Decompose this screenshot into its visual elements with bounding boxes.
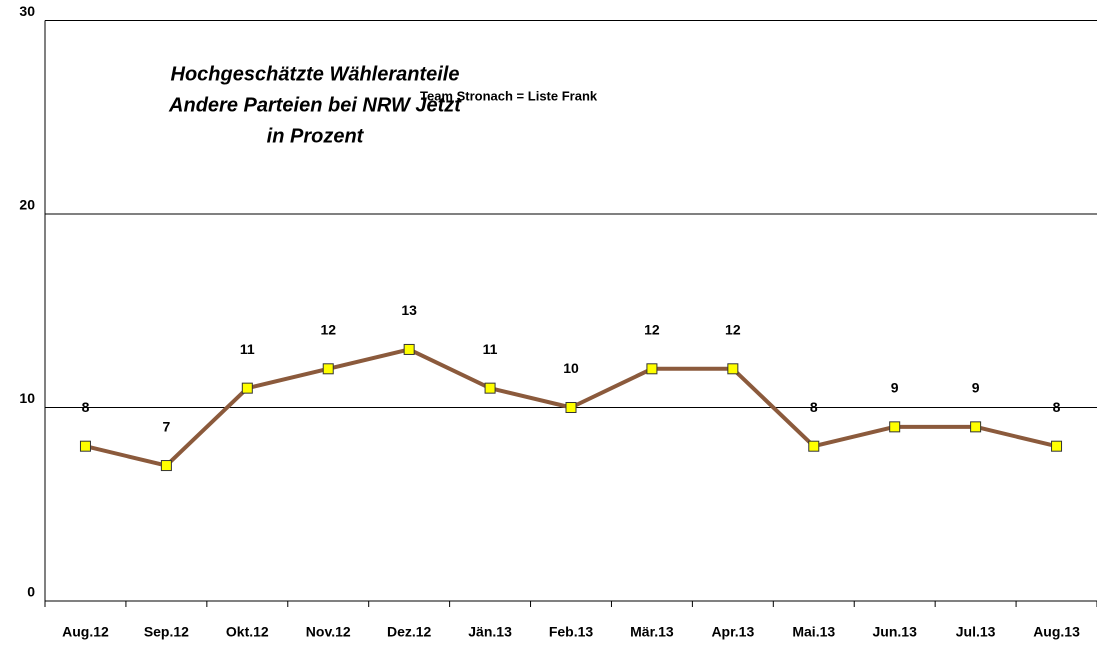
x-tick-label: Apr.13 (711, 624, 754, 640)
data-label: 12 (725, 322, 741, 338)
marker (160, 460, 172, 472)
marker (565, 402, 577, 413)
data-label: 12 (320, 322, 336, 338)
x-tick-label: Nov.12 (306, 624, 351, 640)
annotation: Team Stronach = Liste Frank (420, 88, 598, 103)
data-label: 9 (972, 380, 980, 396)
data-label: 10 (563, 360, 579, 376)
marker (808, 440, 820, 452)
y-tick-label: 0 (27, 584, 35, 600)
x-tick-label: Jul.13 (956, 624, 996, 640)
y-tick-label: 10 (19, 390, 35, 406)
marker (646, 363, 658, 375)
data-label: 11 (483, 341, 498, 357)
marker (970, 421, 982, 433)
chart-title: in Prozent (267, 125, 365, 147)
marker (889, 421, 901, 433)
data-label: 11 (240, 341, 255, 357)
x-tick-label: Jän.13 (468, 624, 512, 640)
x-tick-label: Mai.13 (792, 624, 835, 640)
y-tick-label: 30 (19, 3, 35, 19)
marker (484, 382, 496, 394)
x-tick-label: Dez.12 (387, 624, 432, 640)
y-tick-label: 20 (19, 197, 35, 213)
x-tick-label: Aug.13 (1033, 624, 1080, 640)
data-label: 9 (891, 380, 899, 396)
x-tick-label: Jun.13 (873, 624, 918, 640)
x-tick-label: Feb.13 (549, 624, 594, 640)
data-label: 13 (401, 302, 417, 318)
x-tick-label: Okt.12 (226, 624, 269, 640)
marker (79, 440, 91, 452)
x-tick-label: Sep.12 (144, 624, 189, 640)
data-label: 7 (162, 418, 170, 434)
marker (1051, 440, 1063, 452)
chart-title: Andere Parteien bei NRW Jetzt (168, 94, 462, 116)
x-tick-label: Mär.13 (630, 624, 674, 640)
data-label: 8 (810, 399, 818, 415)
marker (403, 343, 415, 355)
x-tick-label: Aug.12 (62, 624, 109, 640)
marker (322, 363, 334, 375)
data-label: 8 (1053, 399, 1061, 415)
marker (241, 382, 253, 394)
data-label: 12 (644, 322, 660, 338)
data-label: 8 (82, 399, 90, 415)
chart-title: Hochgeschätzte Wähleranteile (171, 63, 460, 85)
marker (727, 363, 739, 375)
